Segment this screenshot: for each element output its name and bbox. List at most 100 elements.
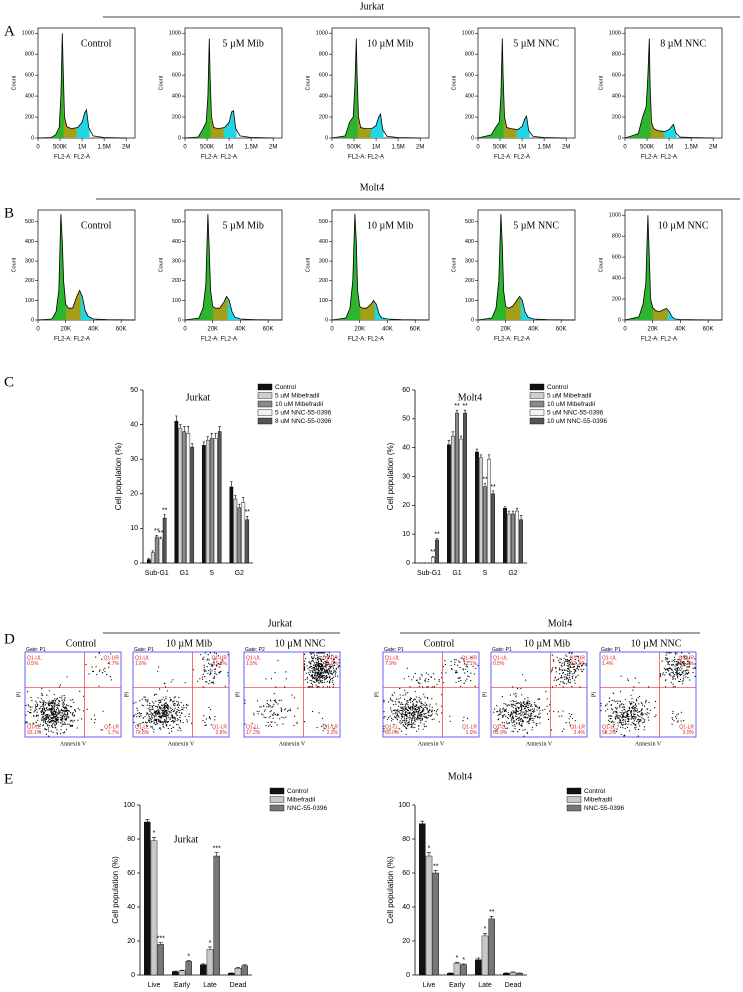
dot — [315, 664, 317, 666]
dot — [575, 662, 578, 664]
dot — [418, 718, 421, 720]
dot — [303, 721, 306, 723]
quadrant-value: 79.8% — [135, 730, 150, 736]
dot — [205, 718, 207, 720]
dot — [388, 717, 390, 719]
x-tick-label: 1M — [372, 145, 380, 151]
dot — [214, 658, 216, 660]
y-tick-label: 100 — [398, 802, 410, 809]
dot — [625, 717, 627, 719]
dot — [256, 700, 259, 702]
dot-cloud — [550, 710, 576, 733]
dot — [327, 662, 329, 664]
dot — [337, 675, 339, 677]
dot — [148, 719, 150, 721]
dot — [50, 720, 53, 722]
dot — [408, 707, 410, 709]
dot — [325, 725, 327, 727]
dot — [170, 730, 173, 733]
quadrant-value: 79.0% — [324, 661, 339, 667]
dot — [572, 663, 574, 665]
dot — [148, 715, 150, 718]
dot — [151, 727, 154, 729]
dot — [49, 718, 51, 721]
bar — [158, 538, 163, 564]
dot — [274, 671, 276, 674]
dot — [441, 712, 443, 714]
dot — [664, 668, 667, 671]
dot — [538, 713, 540, 715]
legend-label: 5 uM NNC-55-0396 — [547, 410, 604, 417]
x-tick-label: G1 — [180, 570, 189, 577]
dot — [629, 702, 631, 704]
dot — [329, 672, 331, 674]
dot — [79, 709, 81, 711]
dot — [668, 667, 671, 669]
dot — [527, 697, 529, 699]
dot — [622, 719, 624, 722]
x-tick-label: 0 — [183, 327, 187, 333]
dot — [607, 715, 610, 717]
dot — [326, 686, 328, 688]
dot — [398, 716, 400, 718]
dot — [412, 723, 414, 725]
dot — [308, 660, 310, 663]
dot — [274, 700, 277, 703]
dot — [405, 705, 407, 707]
y-tick-label: 0 — [178, 317, 181, 323]
dot — [406, 717, 408, 720]
dot — [258, 710, 260, 712]
legend-swatch — [529, 417, 545, 425]
dot — [322, 677, 324, 680]
dot — [632, 717, 634, 719]
dot — [612, 726, 614, 728]
dot — [272, 714, 274, 716]
dot — [303, 664, 306, 666]
dot — [416, 706, 418, 708]
dot — [62, 720, 64, 722]
dot — [429, 703, 431, 705]
histogram-area — [478, 38, 567, 138]
dot — [48, 690, 50, 692]
dot — [605, 731, 607, 733]
dot — [454, 663, 456, 666]
dot — [525, 711, 527, 713]
dot — [510, 712, 512, 714]
dot — [141, 698, 143, 700]
dot — [390, 697, 392, 699]
dot — [626, 714, 629, 716]
dot — [426, 717, 428, 719]
dot — [509, 704, 511, 706]
dot — [47, 717, 50, 719]
dot — [639, 715, 641, 718]
dot — [426, 686, 428, 688]
legend-label: Control — [287, 788, 309, 795]
dot — [410, 726, 412, 729]
dot — [631, 716, 633, 718]
dot — [166, 712, 168, 714]
dot — [58, 686, 61, 688]
dot — [407, 725, 409, 727]
dot — [167, 708, 169, 711]
dot — [681, 665, 683, 667]
dot — [46, 715, 48, 717]
dot — [109, 676, 111, 678]
plot-title: 5 µM Mib — [223, 38, 264, 49]
dot — [521, 723, 523, 725]
dot — [62, 716, 64, 718]
dot — [145, 721, 147, 723]
dot — [55, 715, 57, 717]
dot — [643, 720, 646, 722]
x-axis-label: FL2-A: FL2-A — [494, 337, 530, 343]
dot — [62, 704, 65, 706]
dot — [153, 702, 155, 704]
dot — [621, 703, 623, 705]
dot — [326, 680, 328, 683]
dot-cloud — [202, 706, 216, 727]
dot — [538, 707, 540, 710]
dot — [493, 711, 495, 713]
dot — [514, 728, 516, 730]
quadrant-name: Q1-UL — [135, 655, 150, 661]
dot — [55, 698, 58, 700]
dot — [329, 664, 331, 666]
